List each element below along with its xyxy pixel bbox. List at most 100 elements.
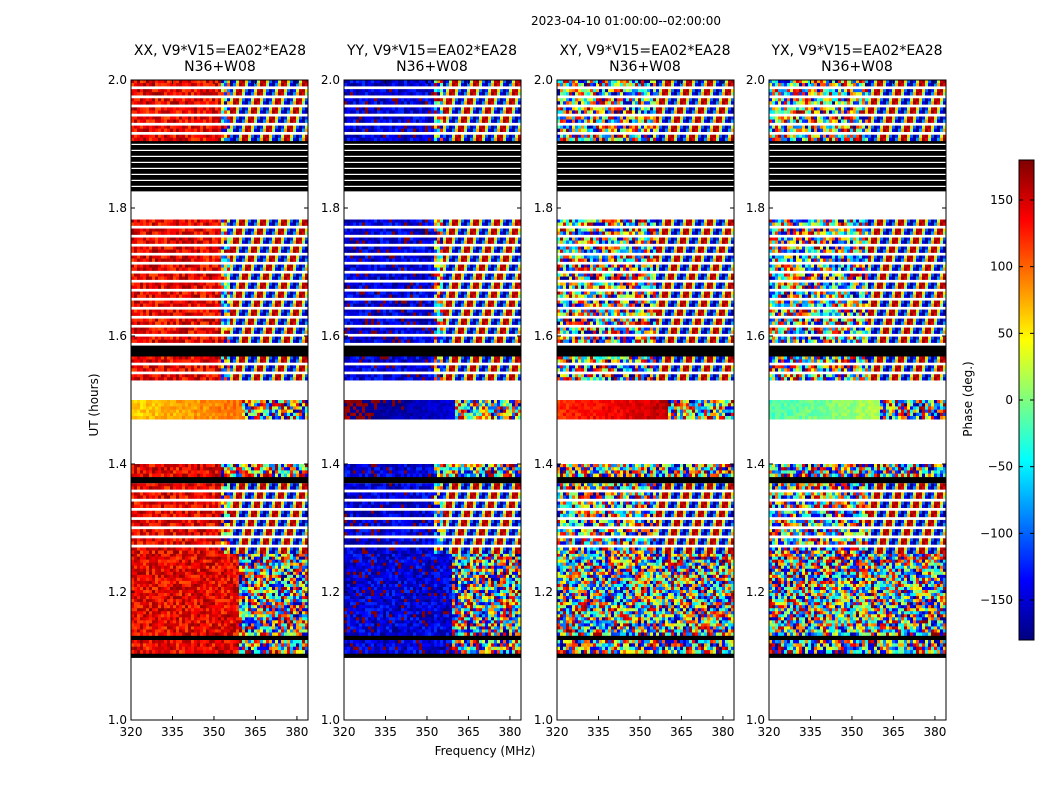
colorbar: 150 100 50 0 −50 −100 −150 <box>980 159 1035 641</box>
panel-yy-image <box>344 80 521 658</box>
panel-frame <box>556 79 735 721</box>
colorbar-tick-label: −100 <box>980 526 1013 540</box>
flagged-block <box>769 476 946 484</box>
flagged-block <box>344 345 521 357</box>
flagged-block <box>769 653 946 658</box>
colorbar-tick-label: 150 <box>990 193 1013 207</box>
flagged-block <box>131 476 308 484</box>
x-tick-label: 365 <box>670 725 693 739</box>
x-tick-label: 350 <box>629 725 652 739</box>
y-tick-label: 1.8 <box>746 201 765 215</box>
panel-frame <box>130 79 309 721</box>
flagged-block <box>131 345 308 357</box>
panel-xx-image <box>131 80 308 658</box>
x-tick-label: 350 <box>416 725 439 739</box>
panel-xy-image <box>557 80 734 658</box>
flagged-block <box>131 653 308 658</box>
x-tick-label: 380 <box>711 725 734 739</box>
panel-title-yy: YY, V9*V15=EA02*EA28 N36+W08 <box>312 43 552 75</box>
x-tick-label: 335 <box>374 725 397 739</box>
y-tick-label: 1.8 <box>321 201 340 215</box>
x-tick-label: 380 <box>285 725 308 739</box>
colorbar-tick-label: 0 <box>1005 393 1013 407</box>
x-tick-label: 335 <box>587 725 610 739</box>
flagged-block <box>557 476 734 484</box>
y-tick-label: 1.6 <box>746 329 765 343</box>
x-tick-label: 365 <box>244 725 267 739</box>
x-tick-label: 335 <box>161 725 184 739</box>
colorbar-label: Phase (deg.) <box>961 349 975 449</box>
panel-title-yx: YX, V9*V15=EA02*EA28 N36+W08 <box>737 43 977 75</box>
y-tick-label: 2.0 <box>746 73 765 87</box>
colorbar-tick-label: −50 <box>988 460 1013 474</box>
x-tick-label: 380 <box>923 725 946 739</box>
panel-frame <box>343 79 522 721</box>
y-tick-label: 1.4 <box>534 457 553 471</box>
y-tick-label: 1.0 <box>321 713 340 727</box>
y-tick-label: 1.4 <box>746 457 765 471</box>
x-tick-label: 350 <box>841 725 864 739</box>
flagged-block <box>557 345 734 357</box>
y-tick-label: 1.2 <box>746 585 765 599</box>
panel-frame <box>768 79 947 721</box>
panel-title-yy-line1: YY, V9*V15=EA02*EA28 <box>312 43 552 59</box>
y-tick-label: 1.6 <box>534 329 553 343</box>
panel-xy: 1.0 1.2 1.4 1.6 1.8 2.0 320 335 350 365 380 <box>534 73 735 739</box>
colorbar-tick-label: −150 <box>980 593 1013 607</box>
flagged-block <box>344 653 521 658</box>
colorbar-tick-label: 50 <box>998 326 1013 340</box>
flagged-block <box>769 345 946 357</box>
y-tick-label: 2.0 <box>108 73 127 87</box>
x-axis-label: Frequency (MHz) <box>380 744 590 758</box>
y-tick-label: 1.4 <box>108 457 127 471</box>
x-tick-label: 335 <box>799 725 822 739</box>
panel-yx: 1.0 1.2 1.4 1.6 1.8 2.0 320 335 350 365 380 <box>746 73 947 739</box>
y-tick-label: 1.2 <box>321 585 340 599</box>
x-tick-label: 320 <box>120 725 143 739</box>
x-tick-label: 365 <box>882 725 905 739</box>
y-tick-label: 1.8 <box>108 201 127 215</box>
panel-title-yx-line1: YX, V9*V15=EA02*EA28 <box>737 43 977 59</box>
panel-title-xy-line1: XY, V9*V15=EA02*EA28 <box>525 43 765 59</box>
panel-title-xx: XX, V9*V15=EA02*EA28 N36+W08 <box>100 43 340 75</box>
panel-title-xx-line2: N36+W08 <box>100 59 340 75</box>
x-tick-label: 320 <box>546 725 569 739</box>
y-tick-label: 1.0 <box>534 713 553 727</box>
flagged-block <box>557 635 734 640</box>
x-tick-label: 320 <box>758 725 781 739</box>
flagged-block <box>131 635 308 640</box>
panel-xx: 1.0 1.2 1.4 1.6 1.8 2.0 320 335 350 365 380 <box>108 73 309 739</box>
panel-title-xy: XY, V9*V15=EA02*EA28 N36+W08 <box>525 43 765 75</box>
panel-yx-image <box>769 80 946 658</box>
y-tick-label: 1.6 <box>321 329 340 343</box>
x-tick-label: 365 <box>457 725 480 739</box>
flagged-block <box>769 635 946 640</box>
figure-suptitle: 2023-04-10 01:00:00--02:00:00 <box>0 14 1050 28</box>
flagged-block <box>131 140 308 192</box>
flagged-block <box>769 140 946 192</box>
panel-title-xx-line1: XX, V9*V15=EA02*EA28 <box>100 43 340 59</box>
flagged-block <box>557 140 734 192</box>
y-tick-label: 2.0 <box>534 73 553 87</box>
panel-title-xy-line2: N36+W08 <box>525 59 765 75</box>
y-tick-label: 2.0 <box>321 73 340 87</box>
y-tick-label: 1.0 <box>746 713 765 727</box>
y-tick-label: 1.2 <box>108 585 127 599</box>
panel-yy: 1.0 1.2 1.4 1.6 1.8 2.0 320 335 350 365 380 <box>321 73 522 739</box>
flagged-block <box>344 476 521 484</box>
colorbar-tick-label: 100 <box>990 260 1013 274</box>
y-tick-label: 1.0 <box>108 713 127 727</box>
x-tick-label: 380 <box>498 725 521 739</box>
x-tick-label: 320 <box>333 725 356 739</box>
panel-title-yx-line2: N36+W08 <box>737 59 977 75</box>
x-tick-label: 350 <box>203 725 226 739</box>
panel-title-yy-line2: N36+W08 <box>312 59 552 75</box>
y-tick-label: 1.4 <box>321 457 340 471</box>
y-tick-label: 1.2 <box>534 585 553 599</box>
y-tick-label: 1.8 <box>534 201 553 215</box>
flagged-block <box>344 140 521 192</box>
y-axis-label: UT (hours) <box>87 357 101 453</box>
flagged-block <box>344 635 521 640</box>
flagged-block <box>557 653 734 658</box>
